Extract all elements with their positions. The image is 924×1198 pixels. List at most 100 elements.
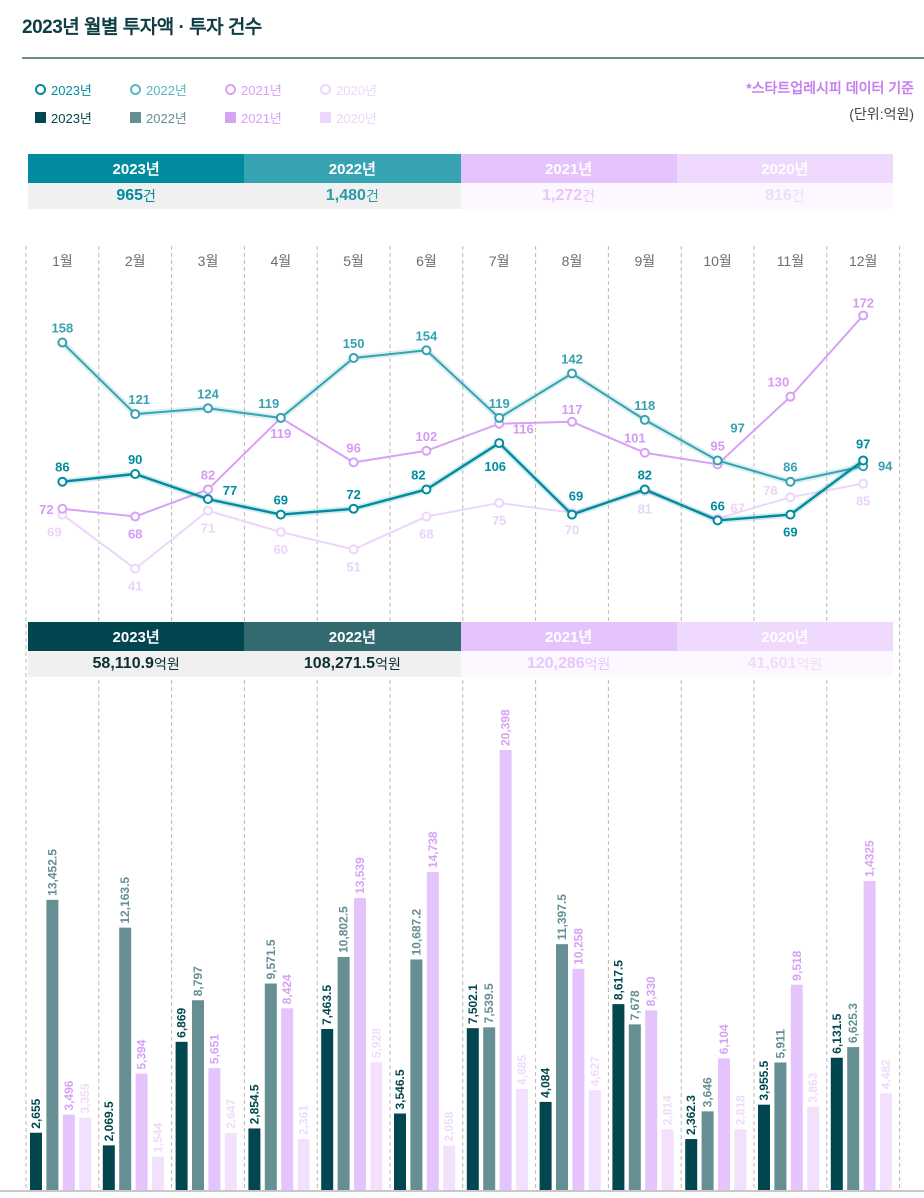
data-point	[348, 353, 359, 363]
bar-label: 13,539	[353, 857, 367, 894]
legend-line-2021: 2021년	[225, 80, 320, 99]
bar	[807, 1106, 820, 1190]
bar	[321, 1029, 334, 1190]
circle-marker-icon	[130, 83, 141, 95]
month-label: 4월	[270, 253, 291, 269]
data-label: 94	[878, 458, 893, 473]
bar-label: 7,539.5	[482, 983, 496, 1023]
month-label: 1월	[52, 253, 73, 269]
data-point	[130, 409, 141, 420]
data-label: 66	[710, 498, 724, 513]
bar	[175, 1041, 188, 1190]
bar-label: 6,625.3	[846, 1003, 860, 1043]
data-point	[785, 476, 796, 487]
amount-summary-value-2023: 58,110.9 억원	[28, 651, 245, 677]
legend-bar-2022: 2022년	[130, 108, 225, 127]
bar	[79, 1117, 92, 1190]
amount-summary-value-2020: 41,601 억원	[676, 651, 893, 677]
bar	[612, 1004, 625, 1190]
bar-label: 7,502.1	[466, 984, 480, 1024]
month-label: 5월	[343, 253, 364, 269]
data-point	[130, 563, 141, 574]
data-label: 117	[562, 402, 583, 417]
bar-label: 2,362.3	[684, 1095, 698, 1135]
bar-label: 3,496	[62, 1080, 76, 1110]
data-point	[858, 310, 869, 321]
data-label: 69	[274, 493, 288, 508]
value-unit: 건	[143, 188, 156, 204]
data-point	[275, 527, 286, 537]
data-point	[785, 391, 796, 402]
legend-bar-2021: 2021년	[225, 108, 320, 127]
bar	[645, 1010, 658, 1190]
bar-label: 8,330	[644, 976, 658, 1006]
month-label: 9월	[634, 253, 655, 269]
bar-label: 5,394	[135, 1039, 149, 1069]
bar	[281, 1008, 294, 1190]
legend-label: 2021년	[241, 82, 282, 98]
unit-note: (단위:억원)	[849, 106, 914, 122]
data-point	[203, 505, 213, 516]
data-label: 41	[128, 579, 142, 594]
bar	[410, 959, 423, 1190]
value-number: 58,110.9	[92, 655, 154, 672]
data-label: 70	[565, 523, 579, 538]
data-point	[858, 455, 869, 466]
bar	[30, 1132, 42, 1190]
bar	[701, 1111, 714, 1190]
data-point	[858, 478, 869, 489]
bar	[499, 750, 512, 1190]
bar-label: 4,482	[879, 1059, 893, 1089]
legend-bar-row: 2023년 2022년 2021년 2020년	[35, 106, 415, 128]
bar	[46, 899, 59, 1190]
legend-line-2023: 2023년	[35, 80, 130, 99]
data-point	[567, 416, 577, 427]
bar-label: 8,797	[191, 966, 205, 996]
data-label: 172	[852, 295, 874, 310]
value-number: 108,271.5	[303, 655, 376, 672]
bar-label: 2,058	[442, 1111, 456, 1141]
value-unit: 억원	[796, 656, 823, 672]
bar	[628, 1024, 641, 1190]
amount-summary-value-2022: 108,271.5 억원	[244, 651, 461, 677]
data-point	[421, 511, 432, 522]
bar-label: 4,084	[539, 1068, 553, 1098]
bar-label: 3,646	[701, 1077, 715, 1107]
data-label: 68	[128, 527, 142, 542]
bar	[192, 1000, 204, 1190]
data-point	[130, 511, 141, 522]
square-marker-icon	[130, 111, 141, 123]
bar	[337, 956, 350, 1190]
value-unit: 건	[365, 188, 379, 204]
count-summary-value-2021: 1,272 건	[460, 183, 677, 209]
value-unit: 건	[791, 188, 805, 204]
data-label: 86	[55, 460, 69, 475]
amount-summary-header-2020: 2020년	[676, 622, 893, 651]
data-label: 51	[346, 559, 360, 574]
circle-marker-icon	[320, 83, 331, 95]
data-point	[639, 414, 650, 425]
data-label: 142	[561, 351, 583, 366]
bar-label: 9,571.5	[264, 939, 278, 979]
data-point	[494, 498, 505, 508]
value-unit: 억원	[584, 656, 611, 672]
bar-label: 6,104	[717, 1024, 731, 1054]
data-point	[567, 368, 577, 379]
bar	[135, 1073, 148, 1190]
month-label: 2월	[125, 253, 146, 269]
value-unit: 억원	[375, 656, 401, 672]
data-label: 69	[569, 489, 583, 504]
legend-label: 2023년	[51, 82, 92, 98]
page-title: 2023년 월별 투자액 · 투자 건수	[22, 17, 262, 38]
data-label: 60	[274, 542, 288, 557]
bar-label: 3,863	[806, 1072, 820, 1102]
bar-label: 2,647	[224, 1099, 238, 1129]
data-point	[348, 544, 359, 555]
data-label: 86	[783, 460, 797, 475]
data-point	[203, 494, 213, 505]
data-label: 78	[763, 483, 777, 498]
square-marker-icon	[320, 111, 331, 123]
data-point	[203, 403, 213, 414]
bar	[685, 1139, 698, 1190]
